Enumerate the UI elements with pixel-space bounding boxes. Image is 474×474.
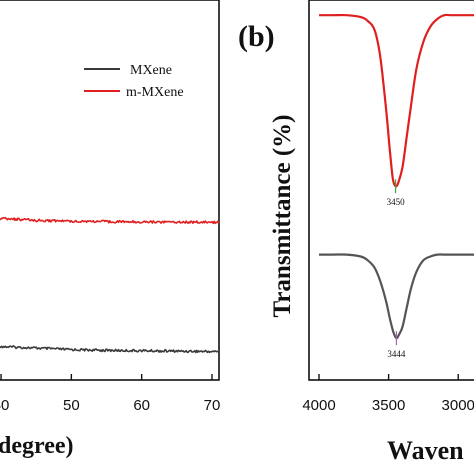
panel-b-x-ticks: 4000 3500 3000 (302, 374, 474, 414)
legend-label-m-mxene: m-MXene (126, 85, 184, 100)
series-line-m-mxene (0, 216, 220, 225)
panel-a-legend: MXene m-MXene (84, 63, 184, 100)
x-tick-label: 40 (0, 397, 9, 414)
peak-label-3450: 3450 (387, 197, 406, 207)
panel-a-x-axis-title: degree) (0, 433, 74, 459)
series-line-mxene (0, 345, 220, 354)
x-tick-label: 50 (63, 397, 80, 414)
panel-a-xrd-chart: 40 50 60 70 MXene m-MXene degree) (0, 0, 220, 459)
series-line-mxene (318, 253, 474, 340)
x-tick-label: 3500 (372, 397, 405, 414)
peak-label-3444: 3444 (387, 349, 406, 359)
x-tick-label: 70 (204, 397, 221, 414)
panel-b-y-axis-title: Transmittance (%) (269, 115, 296, 318)
panel-b-label: (b) (238, 20, 275, 53)
series-line-m-mxene (319, 13, 474, 188)
panel-a-frame (0, 0, 220, 381)
x-tick-label: 4000 (302, 397, 335, 414)
panel-a-x-ticks: 40 50 60 70 (0, 374, 220, 414)
panel-b-frame (308, 0, 474, 381)
x-tick-label: 3000 (442, 397, 474, 414)
panel-b-x-axis-title: Waven (387, 436, 464, 465)
panel-b-ftir-chart: (b) Transmittance (%) 4000 3500 3000 34503… (238, 0, 474, 465)
panel-a-series (0, 216, 220, 354)
panel-b-series: 3450 3444 (318, 13, 474, 359)
legend-label-mxene: MXene (130, 63, 172, 78)
x-tick-label: 60 (133, 397, 150, 414)
